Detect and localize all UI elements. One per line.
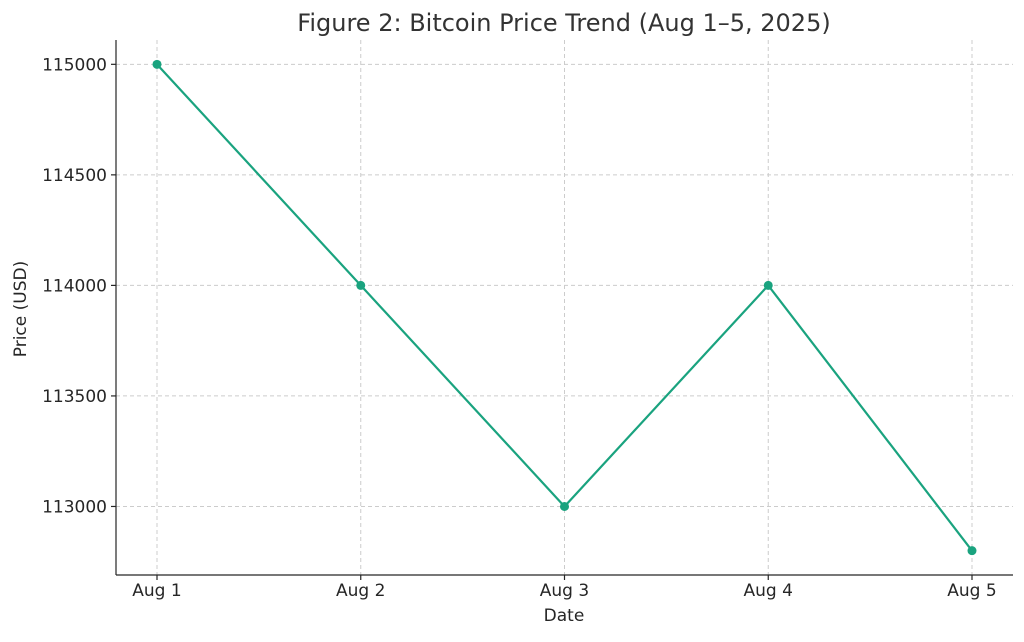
y-axis-label: Price (USD) (11, 261, 31, 357)
x-tick-label: Aug 3 (540, 581, 589, 601)
data-point (152, 59, 162, 69)
axis-layer: Aug 1 Aug 2 Aug 3 Aug 4 Aug 5 113000 113500 114… (42, 40, 1013, 601)
data-point (560, 501, 569, 511)
grid-layer (116, 40, 1013, 575)
series-layer (152, 59, 977, 556)
y-tick-label: 114500 (42, 166, 107, 186)
x-tick-label: Aug 5 (947, 581, 996, 601)
x-axis-label: Date (544, 606, 585, 626)
data-point (967, 546, 977, 556)
y-tick-label: 113000 (42, 497, 107, 517)
y-tick-label: 115000 (42, 55, 107, 75)
data-point (356, 280, 366, 290)
data-point (763, 280, 773, 290)
x-tick-label: Aug 2 (336, 581, 385, 601)
y-tick-label: 114000 (42, 276, 107, 296)
chart-title: Figure 2: Bitcoin Price Trend (Aug 1–5, … (297, 9, 830, 37)
x-tick-label: Aug 1 (132, 581, 181, 601)
y-tick-label: 113500 (42, 387, 107, 407)
x-tick-label: Aug 4 (744, 581, 793, 601)
